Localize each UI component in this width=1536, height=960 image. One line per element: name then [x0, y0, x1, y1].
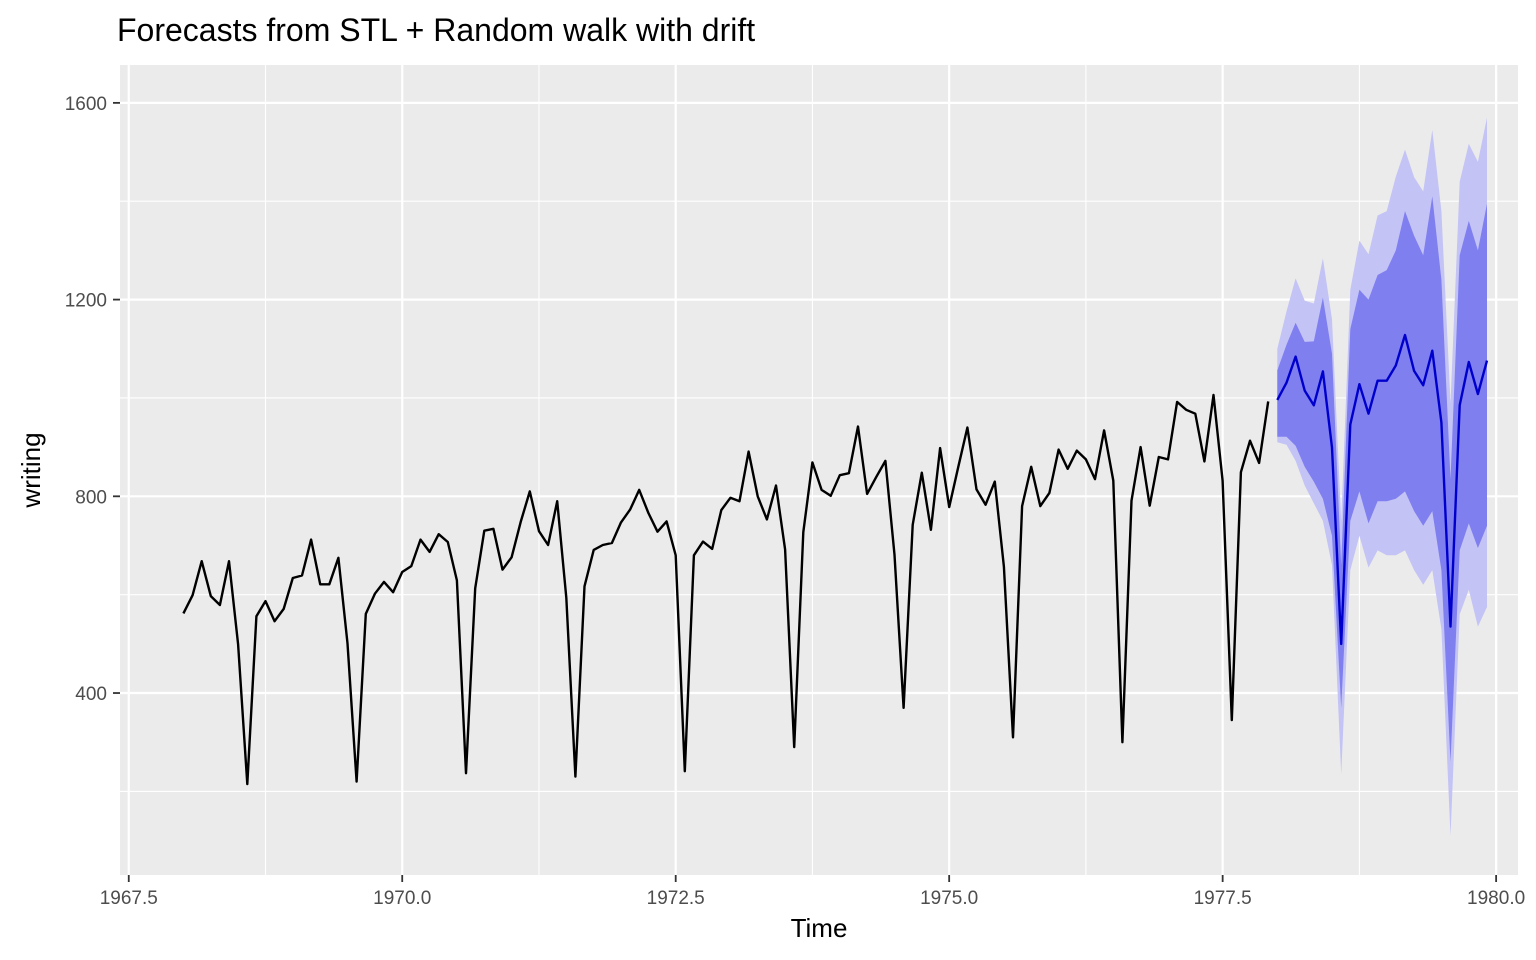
y-axis-title: writing — [16, 432, 46, 508]
x-tick-label-1: 1970.0 — [373, 888, 431, 909]
x-tick-label-3: 1975.0 — [920, 888, 978, 909]
x-tick-label-2: 1972.5 — [647, 888, 705, 909]
y-tick-label-2: 1200 — [65, 291, 107, 312]
forecast-mean-line — [1276, 333, 1489, 646]
chart-title: Forecasts from STL + Random walk with dr… — [117, 12, 755, 48]
x-axis-title: Time — [791, 913, 848, 943]
prediction-intervals — [1277, 117, 1487, 836]
x-tick-label-5: 1980.0 — [1467, 888, 1525, 909]
pi80-band — [1277, 196, 1487, 762]
grid-major — [120, 65, 1518, 875]
y-tick-label-1: 800 — [75, 487, 107, 508]
y-tick-label-0: 400 — [75, 684, 107, 705]
history-line — [182, 393, 1270, 786]
y-tick-label-3: 1600 — [65, 94, 107, 115]
x-tick-label-0: 1967.5 — [100, 888, 158, 909]
x-tick-label-4: 1977.5 — [1194, 888, 1252, 909]
axes: 1967.5 1970.0 1972.5 1975.0 1977.5 1980.0 400 8… — [65, 94, 1525, 909]
series-lines — [182, 333, 1489, 786]
